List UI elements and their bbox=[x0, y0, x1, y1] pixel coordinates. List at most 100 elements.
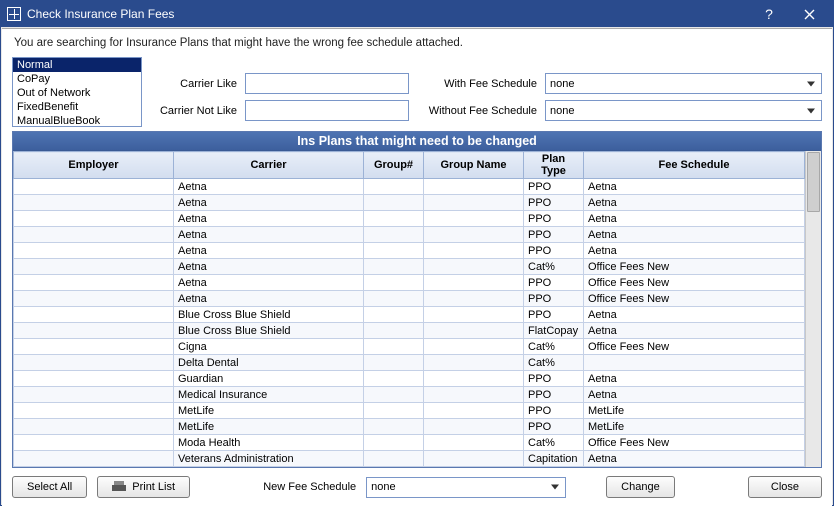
table-row[interactable]: Moda HealthCat%Office Fees New bbox=[14, 435, 805, 451]
table-row[interactable]: AetnaPPOOffice Fees New bbox=[14, 275, 805, 291]
vertical-scrollbar[interactable] bbox=[805, 151, 821, 467]
table-cell bbox=[364, 451, 424, 467]
table-row[interactable]: AetnaPPOAetna bbox=[14, 195, 805, 211]
table-cell: Cat% bbox=[524, 339, 584, 355]
select-all-label: Select All bbox=[27, 481, 72, 493]
table-row[interactable]: AetnaPPOAetna bbox=[14, 243, 805, 259]
print-list-button[interactable]: Print List bbox=[97, 476, 190, 498]
app-icon bbox=[7, 7, 21, 21]
table-cell bbox=[424, 355, 524, 371]
table-cell bbox=[14, 179, 174, 195]
with-fee-dropdown[interactable]: none bbox=[545, 73, 822, 94]
table-cell bbox=[14, 419, 174, 435]
close-button[interactable]: Close bbox=[748, 476, 822, 498]
table-cell: PPO bbox=[524, 211, 584, 227]
filter-grid: Carrier Like With Fee Schedule none Carr… bbox=[152, 57, 822, 127]
table-row[interactable]: MetLifePPOMetLife bbox=[14, 419, 805, 435]
plan-type-listbox[interactable]: NormalCoPayOut of NetworkFixedBenefitMan… bbox=[12, 57, 142, 127]
table-cell: MetLife bbox=[174, 419, 364, 435]
table-row[interactable]: Delta Dental Cat% bbox=[14, 355, 805, 371]
table-cell: PPO bbox=[524, 227, 584, 243]
table-cell: Cigna bbox=[174, 339, 364, 355]
select-all-button[interactable]: Select All bbox=[12, 476, 87, 498]
table-cell bbox=[364, 275, 424, 291]
table-row[interactable]: AetnaCat%Office Fees New bbox=[14, 259, 805, 275]
listbox-item[interactable]: Normal bbox=[13, 58, 141, 72]
table-cell bbox=[424, 419, 524, 435]
table-row[interactable]: MetLifePPOMetLife bbox=[14, 403, 805, 419]
close-window-button[interactable] bbox=[789, 1, 829, 27]
table-cell: FlatCopay bbox=[524, 323, 584, 339]
table-cell bbox=[424, 387, 524, 403]
column-header[interactable]: Group Name bbox=[424, 152, 524, 179]
table-cell: Delta Dental bbox=[174, 355, 364, 371]
new-fee-dropdown[interactable]: none bbox=[366, 477, 566, 498]
table-cell bbox=[14, 323, 174, 339]
results-table[interactable]: EmployerCarrierGroup#Group NamePlan Type… bbox=[13, 151, 805, 467]
table-cell bbox=[14, 227, 174, 243]
table-cell: MetLife bbox=[174, 403, 364, 419]
table-row[interactable]: Veterans AdministrationCapitationAetna bbox=[14, 451, 805, 467]
table-cell bbox=[424, 179, 524, 195]
listbox-item[interactable]: FixedBenefit bbox=[13, 100, 141, 114]
change-button[interactable]: Change bbox=[606, 476, 675, 498]
table-row[interactable]: Medical InsurancePPOAetna bbox=[14, 387, 805, 403]
table-cell bbox=[424, 227, 524, 243]
table-row[interactable]: Blue Cross Blue ShieldPPOAetna bbox=[14, 307, 805, 323]
table-cell bbox=[14, 211, 174, 227]
table-cell: PPO bbox=[524, 307, 584, 323]
table-cell: Aetna bbox=[584, 387, 805, 403]
table-cell: PPO bbox=[524, 403, 584, 419]
new-fee-value: none bbox=[371, 481, 395, 493]
column-header[interactable]: Fee Schedule bbox=[584, 152, 805, 179]
table-cell bbox=[364, 323, 424, 339]
column-header[interactable]: Group# bbox=[364, 152, 424, 179]
table-row[interactable]: AetnaPPOAetna bbox=[14, 211, 805, 227]
table-cell: Aetna bbox=[584, 307, 805, 323]
table-cell: PPO bbox=[524, 419, 584, 435]
without-fee-dropdown[interactable]: none bbox=[545, 100, 822, 121]
table-cell: MetLife bbox=[584, 419, 805, 435]
table-row[interactable]: AetnaPPOAetna bbox=[14, 227, 805, 243]
column-header[interactable]: Employer bbox=[14, 152, 174, 179]
table-cell bbox=[424, 243, 524, 259]
table-row[interactable]: AetnaPPOOffice Fees New bbox=[14, 291, 805, 307]
listbox-item[interactable]: CoPay bbox=[13, 72, 141, 86]
carrier-not-like-label: Carrier Not Like bbox=[152, 105, 237, 117]
table-cell bbox=[364, 243, 424, 259]
listbox-item[interactable]: ManualBlueBook bbox=[13, 114, 141, 127]
table-cell bbox=[14, 403, 174, 419]
table-row[interactable]: GuardianPPOAetna bbox=[14, 371, 805, 387]
with-fee-value: none bbox=[550, 78, 574, 90]
table-cell bbox=[364, 339, 424, 355]
table-cell bbox=[424, 291, 524, 307]
table-cell bbox=[14, 339, 174, 355]
table-row[interactable]: Cigna Cat%Office Fees New bbox=[14, 339, 805, 355]
table-cell bbox=[364, 179, 424, 195]
help-button[interactable]: ? bbox=[749, 1, 789, 27]
table-cell bbox=[424, 323, 524, 339]
results-title: Ins Plans that might need to be changed bbox=[13, 132, 821, 151]
table-cell: Cat% bbox=[524, 355, 584, 371]
column-header[interactable]: Carrier bbox=[174, 152, 364, 179]
table-cell bbox=[14, 387, 174, 403]
table-row[interactable]: AetnaPPOAetna bbox=[14, 179, 805, 195]
carrier-not-like-input[interactable] bbox=[245, 100, 409, 121]
listbox-item[interactable]: Out of Network bbox=[13, 86, 141, 100]
table-cell: Office Fees New bbox=[584, 339, 805, 355]
table-cell bbox=[14, 307, 174, 323]
table-cell: Office Fees New bbox=[584, 435, 805, 451]
titlebar[interactable]: Check Insurance Plan Fees ? bbox=[1, 1, 833, 27]
table-cell bbox=[14, 355, 174, 371]
table-cell bbox=[364, 435, 424, 451]
filter-row: NormalCoPayOut of NetworkFixedBenefitMan… bbox=[12, 57, 822, 127]
instruction-text: You are searching for Insurance Plans th… bbox=[12, 35, 822, 53]
carrier-like-input[interactable] bbox=[245, 73, 409, 94]
table-cell bbox=[584, 355, 805, 371]
table-cell bbox=[364, 387, 424, 403]
scrollbar-thumb[interactable] bbox=[807, 152, 820, 212]
table-cell bbox=[364, 259, 424, 275]
table-cell bbox=[424, 195, 524, 211]
column-header[interactable]: Plan Type bbox=[524, 152, 584, 179]
table-row[interactable]: Blue Cross Blue ShieldFlatCopayAetna bbox=[14, 323, 805, 339]
